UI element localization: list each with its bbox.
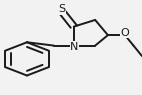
Text: S: S (58, 4, 65, 15)
Text: O: O (121, 28, 129, 38)
Text: N: N (70, 42, 79, 52)
